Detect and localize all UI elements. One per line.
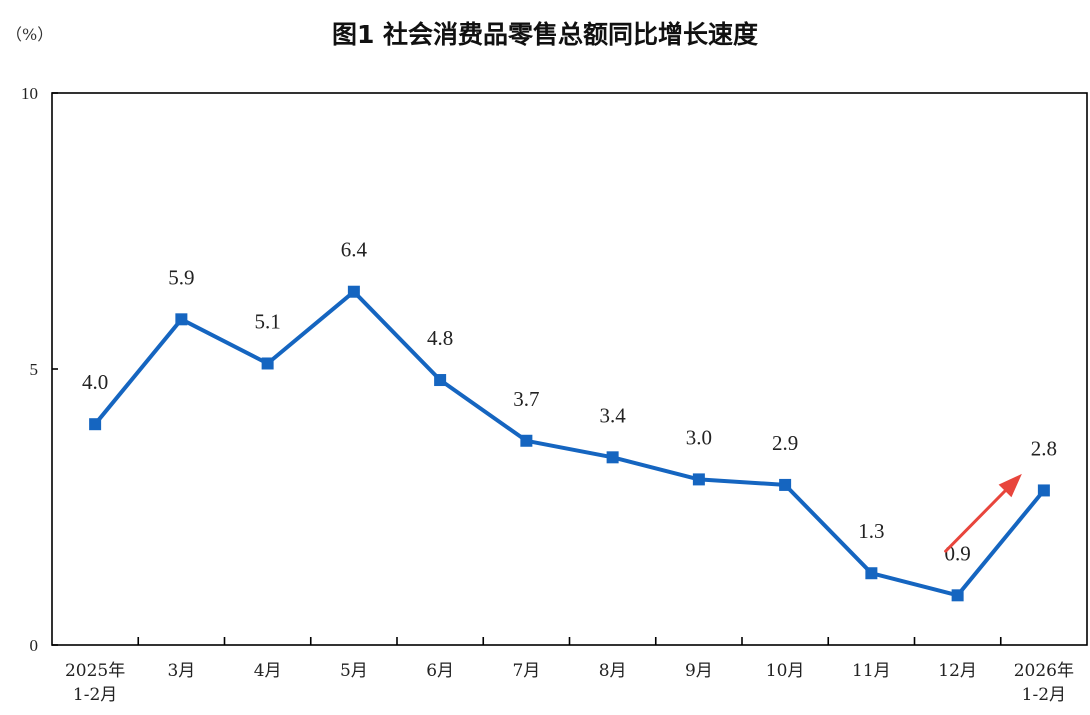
data-label: 5.1 [255, 309, 281, 333]
data-labels: 4.0 5.9 5.1 6.4 4.8 3.7 3.4 3.0 2.9 1.3 0.9 2.8 [82, 238, 1057, 566]
x-tick-label: 9月 [685, 661, 713, 681]
data-label: 3.7 [513, 387, 539, 411]
data-point [347, 285, 360, 298]
data-point [692, 473, 705, 486]
x-tick-label: 1-2月 [73, 685, 117, 705]
x-tick-label: 5月 [340, 661, 368, 681]
data-point [779, 478, 792, 491]
series-group [89, 285, 1050, 602]
y-tick-label: 10 [21, 84, 38, 103]
x-tick-label: 8月 [599, 661, 627, 681]
data-label: 0.9 [945, 541, 971, 565]
y-tick-label: 0 [30, 636, 39, 655]
data-point [175, 313, 188, 326]
data-label: 2.9 [772, 431, 798, 455]
data-point [89, 418, 102, 431]
x-tick-label: 4月 [254, 661, 282, 681]
x-tick-label: 11月 [852, 661, 891, 681]
arrow-head [998, 473, 1022, 498]
data-label: 6.4 [341, 238, 368, 262]
data-label: 2.8 [1031, 436, 1057, 460]
chart-title: 图1 社会消费品零售总额同比增长速度 [332, 20, 758, 49]
data-point [261, 357, 274, 370]
annotations [944, 473, 1022, 553]
data-point [434, 374, 447, 387]
x-tick-label: 10月 [766, 661, 805, 681]
x-tick-label: 2026年 [1014, 661, 1074, 681]
x-tick-label: 1-2月 [1022, 685, 1066, 705]
data-label: 3.4 [600, 403, 627, 427]
x-tick-label: 3月 [167, 661, 195, 681]
data-label: 3.0 [686, 425, 712, 449]
data-label: 5.9 [168, 265, 194, 289]
data-point [1037, 484, 1050, 497]
data-point [606, 451, 619, 464]
data-label: 1.3 [858, 519, 884, 543]
series-line [93, 289, 1046, 598]
data-point [865, 567, 878, 580]
plot-frame [51, 92, 1088, 646]
x-tick-label: 2025年 [65, 661, 125, 681]
y-tick-label: 5 [30, 360, 39, 379]
x-tick-label: 12月 [938, 661, 977, 681]
tick-labels: 0 5 10 2025年 1-2月 3月 4月 5月 6月 7月 8月 9月 10月 11月 12月 2026… [21, 84, 1074, 705]
axes [51, 92, 1088, 646]
arrow-shaft [944, 489, 1007, 553]
data-point [520, 434, 533, 447]
y-unit-label: （%） [6, 25, 53, 44]
data-label: 4.0 [82, 370, 108, 394]
x-tick-label: 7月 [512, 661, 540, 681]
x-tick-label: 6月 [426, 661, 454, 681]
data-point [951, 589, 964, 602]
data-label: 4.8 [427, 326, 453, 350]
